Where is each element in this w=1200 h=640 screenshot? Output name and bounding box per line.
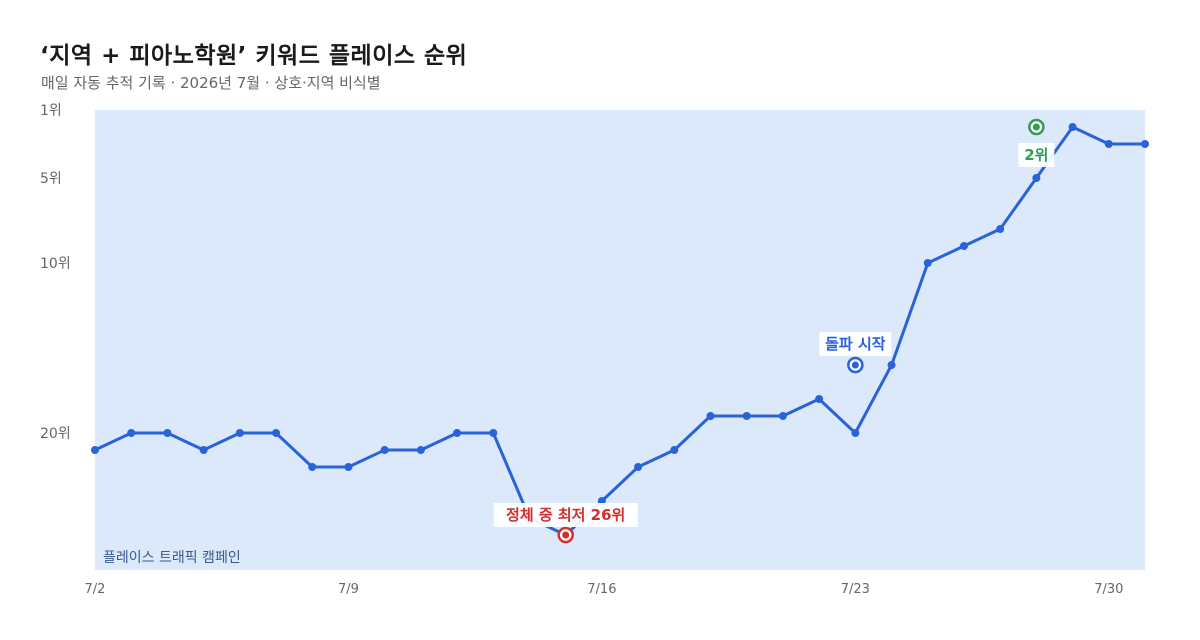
x-tick-label: 7/16: [587, 582, 616, 597]
data-point: [91, 446, 99, 454]
data-point: [1104, 140, 1113, 148]
annotations: 정체 중 최저 26위 돌파 시작 2위: [493, 118, 1055, 544]
chart-title: ‘지역 + 피아노학원’ 키워드 플레이스 순위: [40, 43, 468, 69]
data-point: [1032, 174, 1041, 182]
x-tick-label: 7/2: [85, 582, 106, 597]
x-tick-label: 7/30: [1094, 582, 1123, 597]
x-tick-label: 7/9: [338, 582, 359, 597]
low-label-bg: [493, 503, 638, 527]
data-point: [308, 463, 317, 471]
data-point: [887, 361, 896, 369]
start-marker-dot: [851, 361, 859, 369]
start-label-bg: [819, 332, 892, 356]
y-tick-label: 1위: [40, 103, 62, 119]
data-point: [634, 463, 643, 471]
x-tick-label: 7/23: [841, 582, 870, 597]
campaign-watermark: 플레이스 트래픽 캠페인: [103, 550, 241, 566]
data-points: [91, 123, 1149, 539]
y-tick-label: 10위: [40, 256, 71, 272]
data-point: [851, 429, 860, 437]
x-axis: 7/2 7/9 7/16 7/23 7/30: [85, 582, 1124, 597]
data-point: [453, 429, 462, 437]
peak-marker-dot: [1032, 123, 1040, 131]
data-point: [815, 395, 824, 403]
data-point: [959, 242, 968, 250]
data-point: [272, 429, 281, 437]
data-point: [778, 412, 787, 420]
data-point: [344, 463, 353, 471]
chart-subtitle: 매일 자동 추적 기록 · 2026년 7월 · 상호·지역 비식별: [41, 74, 381, 92]
y-axis: 1위 5위 10위 20위: [40, 103, 71, 442]
data-point: [416, 446, 425, 454]
low-marker-dot: [562, 531, 570, 539]
data-point: [1068, 123, 1077, 131]
y-tick-label: 20위: [40, 426, 71, 442]
data-point: [380, 446, 389, 454]
peak-label-bg: [1018, 143, 1055, 167]
data-point: [235, 429, 244, 437]
low-label: 정체 중 최저 26위: [506, 506, 625, 524]
data-point: [1141, 140, 1149, 148]
data-point: [996, 225, 1005, 233]
start-label: 돌파 시작: [825, 335, 886, 353]
data-point: [670, 446, 679, 454]
plot-area: [95, 110, 1145, 570]
data-point: [742, 412, 751, 420]
y-tick-label: 5위: [40, 171, 62, 187]
data-point: [923, 259, 932, 267]
data-point: [489, 429, 498, 437]
data-point: [127, 429, 136, 437]
data-point: [706, 412, 715, 420]
rank-series-line: [94, 125, 1145, 537]
peak-label: 2위: [1024, 146, 1048, 164]
data-point: [163, 429, 172, 437]
data-point: [199, 446, 208, 454]
